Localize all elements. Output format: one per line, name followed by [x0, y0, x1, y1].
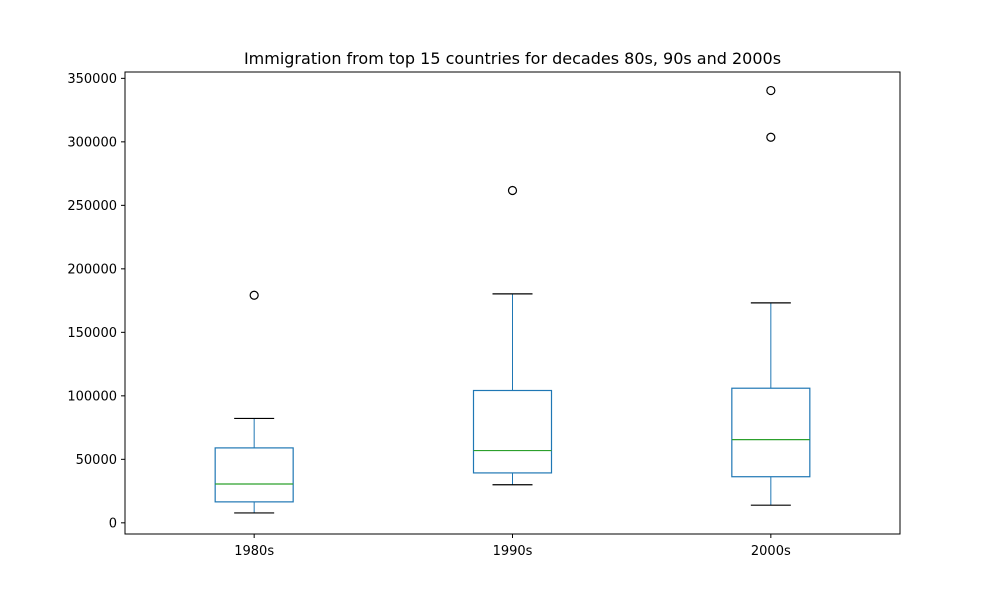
plot-area: 0 50000 100000 150000 200000 250000 300000 3500… [67, 71, 901, 559]
box-iqr [731, 387, 811, 478]
y-tick-label: 350000 [67, 72, 117, 87]
y-tick-label: 100000 [67, 389, 117, 404]
x-tick-label: 1980s [234, 544, 274, 559]
x-tick-label: 2000s [751, 544, 791, 559]
y-tick-label: 0 [109, 516, 117, 531]
outlier-point [249, 290, 259, 300]
y-tick-label: 150000 [67, 326, 117, 341]
box-iqr [472, 389, 553, 474]
box-iqr [214, 447, 294, 503]
outlier-point [766, 132, 776, 142]
y-tick-label: 50000 [76, 453, 117, 468]
y-tick-label: 200000 [67, 262, 117, 277]
chart-title: Immigration from top 15 countries for de… [244, 49, 781, 68]
y-tick-label: 300000 [67, 135, 117, 150]
outlier-point [507, 185, 518, 196]
x-tick-label: 1990s [493, 544, 533, 559]
y-tick-label: 250000 [67, 199, 117, 214]
outlier-point [766, 85, 776, 96]
